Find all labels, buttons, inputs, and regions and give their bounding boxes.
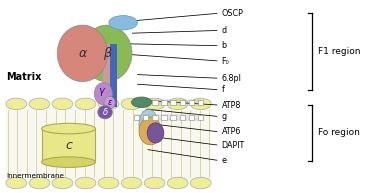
Ellipse shape — [41, 123, 95, 134]
Bar — [134, 100, 139, 105]
Circle shape — [121, 98, 142, 110]
Bar — [161, 100, 167, 105]
Text: e: e — [222, 156, 226, 165]
Text: F₀: F₀ — [222, 57, 229, 66]
Text: β: β — [103, 47, 111, 60]
Bar — [179, 100, 185, 105]
Bar — [41, 129, 95, 162]
Text: ε: ε — [107, 98, 112, 107]
Bar — [143, 100, 148, 105]
Text: F1 region: F1 region — [318, 47, 361, 56]
Ellipse shape — [147, 123, 164, 143]
Text: f: f — [222, 85, 225, 94]
Circle shape — [52, 177, 73, 189]
Circle shape — [144, 177, 165, 189]
Bar — [189, 100, 194, 105]
Circle shape — [75, 177, 96, 189]
Text: ATP8: ATP8 — [222, 101, 241, 110]
Circle shape — [29, 177, 50, 189]
Ellipse shape — [57, 25, 108, 82]
Bar — [152, 100, 157, 105]
Text: Innermembrane: Innermembrane — [6, 173, 64, 179]
Text: DAPIT: DAPIT — [222, 141, 245, 150]
Ellipse shape — [81, 25, 132, 82]
Text: γ: γ — [98, 86, 104, 96]
Text: OSCP: OSCP — [222, 9, 243, 18]
Circle shape — [75, 98, 96, 110]
Circle shape — [98, 177, 119, 189]
Bar — [179, 115, 185, 120]
Bar — [134, 115, 139, 120]
Text: 6.8pl: 6.8pl — [222, 74, 241, 83]
Circle shape — [6, 177, 27, 189]
Bar — [6, 107, 211, 180]
Ellipse shape — [131, 97, 152, 108]
Circle shape — [29, 98, 50, 110]
Circle shape — [98, 98, 119, 110]
Circle shape — [52, 98, 73, 110]
Text: c: c — [65, 139, 72, 152]
Text: δ: δ — [102, 108, 108, 117]
Bar — [143, 115, 148, 120]
Bar — [110, 44, 117, 107]
Circle shape — [190, 177, 211, 189]
Bar — [161, 115, 167, 120]
Text: d: d — [222, 26, 227, 35]
Circle shape — [121, 177, 142, 189]
Ellipse shape — [109, 16, 137, 30]
Text: g: g — [222, 112, 227, 121]
Ellipse shape — [104, 96, 115, 109]
Text: Matrix: Matrix — [6, 72, 41, 82]
Bar — [152, 115, 157, 120]
Text: α: α — [78, 47, 87, 60]
Text: ATP6: ATP6 — [222, 127, 241, 136]
Bar — [189, 115, 194, 120]
Circle shape — [190, 98, 211, 110]
Ellipse shape — [139, 109, 158, 139]
Bar — [170, 115, 176, 120]
Circle shape — [167, 98, 188, 110]
Circle shape — [144, 98, 165, 110]
Text: Fo region: Fo region — [318, 128, 360, 137]
Ellipse shape — [94, 83, 112, 105]
Circle shape — [167, 177, 188, 189]
Bar — [103, 44, 110, 107]
Ellipse shape — [139, 117, 161, 145]
Ellipse shape — [98, 106, 112, 119]
Ellipse shape — [41, 157, 95, 167]
Circle shape — [6, 98, 27, 110]
Bar — [198, 115, 203, 120]
Bar — [198, 100, 203, 105]
Text: b: b — [222, 41, 227, 50]
Bar — [170, 100, 176, 105]
